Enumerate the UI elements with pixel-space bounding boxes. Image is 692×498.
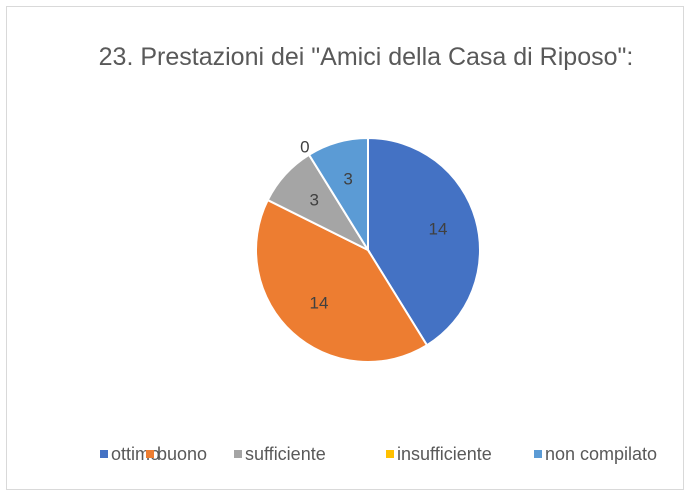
legend-label: sufficiente — [245, 444, 326, 464]
data-label: 3 — [343, 169, 352, 188]
chart-title: 23. Prestazioni dei "Amici della Casa di… — [98, 43, 634, 71]
chart-border — [6, 6, 684, 490]
data-label: 14 — [309, 293, 328, 312]
legend-swatch — [534, 450, 542, 458]
pie-slice — [307, 136, 369, 254]
legend-swatch — [146, 450, 154, 458]
legend-label: insufficiente — [397, 444, 492, 464]
data-label: 3 — [309, 190, 318, 209]
legend-swatch — [386, 450, 394, 458]
pie-slice — [255, 198, 429, 363]
legend-label: ottimo — [111, 444, 160, 464]
legend-label: buono — [157, 444, 207, 464]
legend-swatch — [100, 450, 108, 458]
data-label: 0 — [300, 138, 309, 157]
data-label: 14 — [429, 220, 448, 239]
legend-label: non compilato — [545, 444, 657, 464]
legend-swatch — [234, 450, 242, 458]
